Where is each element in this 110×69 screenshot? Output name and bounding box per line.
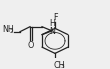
- Text: N: N: [49, 27, 55, 36]
- Text: H: H: [49, 19, 55, 28]
- Text: F: F: [53, 13, 57, 22]
- Text: NH: NH: [2, 25, 14, 34]
- Text: CH: CH: [53, 61, 64, 69]
- Text: 3: 3: [61, 64, 64, 69]
- Text: O: O: [28, 41, 34, 50]
- Text: 2: 2: [9, 29, 13, 34]
